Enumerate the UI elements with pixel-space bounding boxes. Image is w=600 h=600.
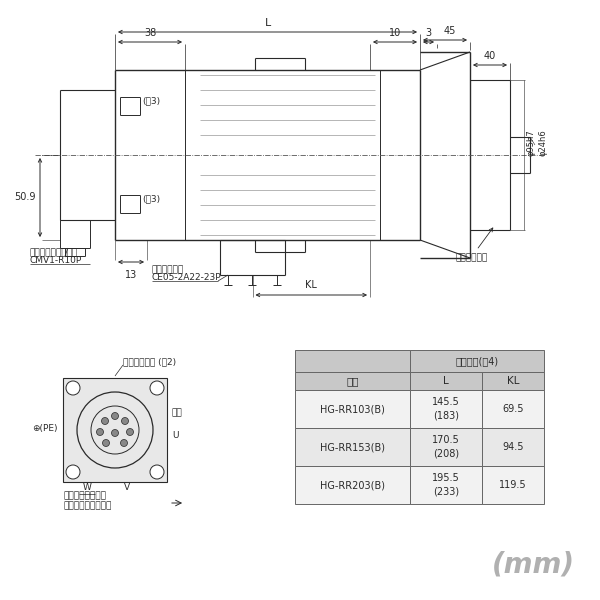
Bar bbox=[63, 378, 167, 482]
Text: HG-RR203(B): HG-RR203(B) bbox=[320, 480, 385, 490]
Text: 10: 10 bbox=[389, 28, 401, 38]
Text: φ24h6: φ24h6 bbox=[538, 130, 547, 157]
Text: 119.5: 119.5 bbox=[499, 480, 527, 490]
Bar bbox=[482, 372, 544, 390]
Text: CMV1-R10P: CMV1-R10P bbox=[30, 256, 82, 265]
Bar bbox=[410, 428, 482, 466]
Bar bbox=[295, 350, 410, 372]
Text: 電源コネクタ配置: 電源コネクタ配置 bbox=[63, 491, 106, 500]
Text: L: L bbox=[443, 376, 449, 386]
Text: 変化寸法(注4): 変化寸法(注4) bbox=[455, 356, 499, 366]
Text: HG-RR153(B): HG-RR153(B) bbox=[320, 442, 385, 452]
Text: キー: キー bbox=[172, 408, 183, 417]
Text: 145.5
(183): 145.5 (183) bbox=[432, 397, 460, 421]
Text: 電磁ブレーキ (注2): 電磁ブレーキ (注2) bbox=[123, 357, 176, 366]
Text: V: V bbox=[124, 483, 130, 492]
Circle shape bbox=[97, 428, 104, 436]
Bar bbox=[295, 372, 410, 390]
Bar bbox=[482, 428, 544, 466]
Text: L: L bbox=[265, 18, 271, 28]
Text: 94.5: 94.5 bbox=[502, 442, 524, 452]
Text: 69.5: 69.5 bbox=[502, 404, 524, 414]
Text: モータフランジ方向: モータフランジ方向 bbox=[63, 501, 112, 510]
Bar bbox=[410, 372, 482, 390]
Text: CE05-2A22-23P: CE05-2A22-23P bbox=[152, 273, 221, 282]
Text: HG-RR103(B): HG-RR103(B) bbox=[320, 404, 385, 414]
Text: 3: 3 bbox=[425, 28, 431, 38]
Text: 45: 45 bbox=[444, 26, 456, 36]
Bar bbox=[410, 390, 482, 428]
Text: W: W bbox=[83, 483, 91, 492]
Text: 170.5
(208): 170.5 (208) bbox=[432, 436, 460, 458]
Bar bbox=[410, 466, 482, 504]
Circle shape bbox=[66, 381, 80, 395]
Circle shape bbox=[150, 381, 164, 395]
Text: 50.9: 50.9 bbox=[14, 193, 36, 202]
Bar bbox=[295, 466, 410, 504]
Circle shape bbox=[66, 465, 80, 479]
Text: KL: KL bbox=[507, 376, 519, 386]
Text: 電源コネクタ: 電源コネクタ bbox=[152, 265, 184, 274]
Text: (注3): (注3) bbox=[142, 194, 160, 203]
Bar bbox=[295, 428, 410, 466]
Circle shape bbox=[121, 439, 128, 446]
Circle shape bbox=[103, 439, 110, 446]
Text: ⊕(PE): ⊕(PE) bbox=[32, 424, 58, 433]
Text: 形名: 形名 bbox=[346, 376, 359, 386]
Circle shape bbox=[101, 418, 109, 425]
Circle shape bbox=[121, 418, 128, 425]
Circle shape bbox=[127, 428, 133, 436]
Text: エンコーダコネクタ: エンコーダコネクタ bbox=[30, 248, 79, 257]
Text: KL: KL bbox=[305, 280, 317, 290]
Circle shape bbox=[112, 430, 119, 437]
Text: 195.5
(233): 195.5 (233) bbox=[432, 473, 460, 497]
Text: 13: 13 bbox=[125, 270, 137, 280]
Text: 38: 38 bbox=[144, 28, 156, 38]
Text: (注3): (注3) bbox=[142, 96, 160, 105]
Bar bbox=[482, 390, 544, 428]
Text: 40: 40 bbox=[484, 51, 496, 61]
Bar bbox=[482, 466, 544, 504]
Circle shape bbox=[112, 413, 119, 419]
Bar bbox=[410, 350, 544, 372]
Bar bbox=[295, 390, 410, 428]
Text: φ95h7: φ95h7 bbox=[527, 130, 536, 157]
Text: U: U bbox=[172, 431, 179, 440]
Text: オイルシール: オイルシール bbox=[455, 228, 493, 262]
Circle shape bbox=[150, 465, 164, 479]
Text: (mm): (mm) bbox=[492, 550, 575, 578]
